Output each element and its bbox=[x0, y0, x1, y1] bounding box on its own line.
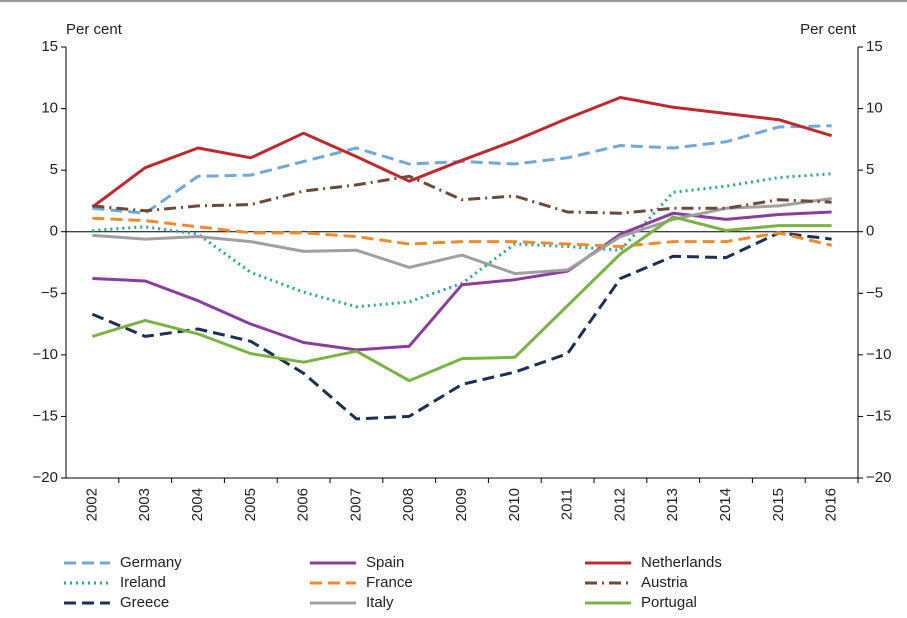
y-tick-label: −15 bbox=[33, 407, 58, 424]
series-line bbox=[91, 215, 832, 383]
x-tick-label: 2003 bbox=[136, 488, 153, 521]
legend-label: Portugal bbox=[641, 594, 697, 611]
y2-tick-label: −20 bbox=[866, 469, 891, 486]
y-tick-label: 0 bbox=[50, 223, 58, 240]
x-tick-label: 2016 bbox=[823, 488, 840, 521]
legend-label: Greece bbox=[120, 594, 169, 611]
legend-label: Netherlands bbox=[641, 554, 722, 571]
y2-tick-label: 0 bbox=[866, 223, 874, 240]
y2-tick-label: 5 bbox=[866, 161, 874, 178]
y-tick-label: −20 bbox=[33, 469, 58, 486]
y2-tick-label: −10 bbox=[866, 346, 891, 363]
y-axis-label: Per cent bbox=[66, 21, 123, 38]
x-tick-label: 2004 bbox=[189, 488, 206, 521]
legend-label: Italy bbox=[366, 594, 394, 611]
series-line bbox=[91, 231, 832, 421]
x-tick-label: 2006 bbox=[295, 488, 312, 521]
x-tick-label: 2005 bbox=[242, 488, 259, 521]
legend-label: Germany bbox=[120, 554, 182, 571]
x-tick-label: 2007 bbox=[347, 488, 364, 521]
series-line bbox=[92, 197, 832, 276]
y2-tick-label: 10 bbox=[866, 100, 883, 117]
x-tick-label: 2009 bbox=[453, 488, 470, 521]
series-line bbox=[92, 210, 832, 352]
x-tick-label: 2015 bbox=[770, 488, 787, 521]
x-tick-label: 2002 bbox=[83, 488, 100, 521]
series-line bbox=[92, 174, 832, 215]
y-tick-label: 15 bbox=[41, 38, 58, 55]
legend-label: Ireland bbox=[120, 574, 166, 591]
x-tick-label: 2013 bbox=[664, 488, 681, 521]
legend-label: France bbox=[366, 574, 413, 591]
series-line bbox=[91, 96, 833, 209]
y-tick-label: −10 bbox=[33, 346, 58, 363]
y-tick-label: −5 bbox=[41, 284, 58, 301]
x-tick-label: 2010 bbox=[506, 488, 523, 521]
legend-label: Spain bbox=[366, 554, 404, 571]
y2-tick-label: 15 bbox=[866, 38, 883, 55]
legend-label: Austria bbox=[641, 574, 688, 591]
y2-axis-label: Per cent bbox=[800, 21, 857, 38]
y-tick-label: 10 bbox=[41, 100, 58, 117]
x-tick-label: 2012 bbox=[611, 488, 628, 521]
x-tick-label: 2014 bbox=[717, 488, 734, 521]
y-tick-label: 5 bbox=[50, 161, 58, 178]
x-tick-label: 2008 bbox=[400, 488, 417, 521]
y2-tick-label: −15 bbox=[866, 407, 891, 424]
x-tick-label: 2011 bbox=[559, 488, 576, 520]
series-line bbox=[92, 216, 832, 248]
y2-tick-label: −5 bbox=[866, 284, 883, 301]
